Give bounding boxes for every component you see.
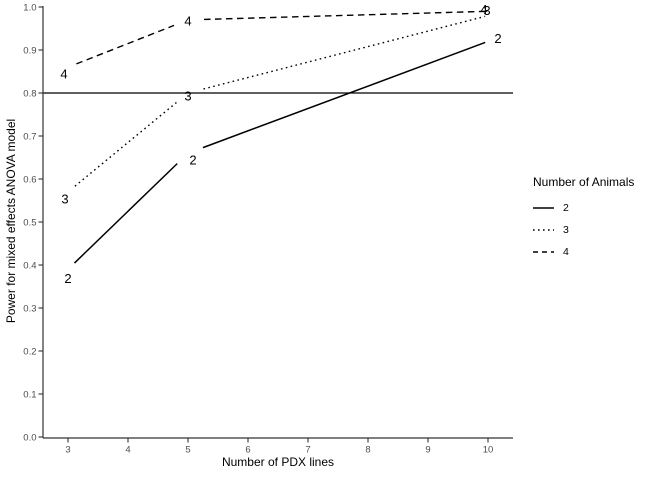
point-label-4: 4 <box>480 2 487 17</box>
series-4: 4 4 4 <box>60 2 487 82</box>
series-2-segment <box>202 41 486 149</box>
y-tick-label: 0.0 <box>23 432 36 443</box>
series-2-segment <box>73 163 178 264</box>
legend-swatch-dotted-line-icon <box>533 229 554 231</box>
x-tick-label: 6 <box>245 445 250 456</box>
legend-item-3: 3 <box>533 223 634 237</box>
point-label-3: 3 <box>61 191 68 206</box>
y-axis-title: Power for mixed effects ANOVA model <box>4 118 18 324</box>
point-label-2: 2 <box>64 271 71 286</box>
point-label-4: 4 <box>60 67 67 82</box>
legend: Number of Animals 2 3 4 <box>533 175 634 267</box>
x-axis-title: Number of PDX lines <box>221 455 335 469</box>
legend-swatch-solid-line-icon <box>533 207 554 209</box>
point-label-2: 2 <box>494 31 501 46</box>
x-tick-label: 7 <box>305 445 310 456</box>
point-label-2: 2 <box>189 153 196 168</box>
y-tick-label: 0.6 <box>23 174 36 185</box>
legend-title: Number of Animals <box>533 175 635 189</box>
series-4-segment <box>76 24 175 65</box>
y-tick-label: 0.3 <box>23 303 36 314</box>
point-label-3: 3 <box>184 89 191 104</box>
series-3-segment <box>74 101 177 187</box>
x-axis: 3 4 5 6 7 8 9 10 <box>43 437 513 456</box>
point-label-4: 4 <box>184 13 191 28</box>
x-tick-label: 8 <box>365 445 370 456</box>
y-axis: 0.0 0.1 0.2 0.3 0.4 0.5 0.6 0.7 0.8 0.9 1.0 <box>23 2 44 443</box>
series-3: 3 3 3 <box>61 3 490 206</box>
legend-items: 2 3 4 <box>533 201 634 259</box>
legend-item-2: 2 <box>533 201 634 215</box>
y-tick-label: 1.0 <box>23 2 36 13</box>
legend-item-4: 4 <box>533 245 634 259</box>
y-tick-label: 0.7 <box>23 131 36 142</box>
legend-item-label: 4 <box>563 246 569 258</box>
y-tick-label: 0.8 <box>23 88 36 99</box>
y-tick-label: 0.9 <box>23 45 36 56</box>
legend-item-label: 3 <box>563 224 569 236</box>
y-tick-label: 0.4 <box>23 260 36 271</box>
point-label-3: 3 <box>483 3 490 18</box>
x-tick-label: 5 <box>185 445 190 456</box>
x-tick-label: 3 <box>65 445 70 456</box>
x-tick-label: 9 <box>425 445 430 456</box>
y-tick-label: 0.2 <box>23 346 36 357</box>
legend-item-label: 2 <box>563 202 569 214</box>
series-2: 2 2 2 <box>64 31 501 286</box>
y-tick-label: 0.5 <box>23 217 36 228</box>
legend-swatch-dashed-line-icon <box>533 251 554 253</box>
y-tick-label: 0.1 <box>23 389 36 400</box>
series-3-segment <box>203 15 486 90</box>
x-tick-label: 10 <box>483 445 494 456</box>
series-4-segment <box>203 10 486 21</box>
x-tick-label: 4 <box>125 445 130 456</box>
